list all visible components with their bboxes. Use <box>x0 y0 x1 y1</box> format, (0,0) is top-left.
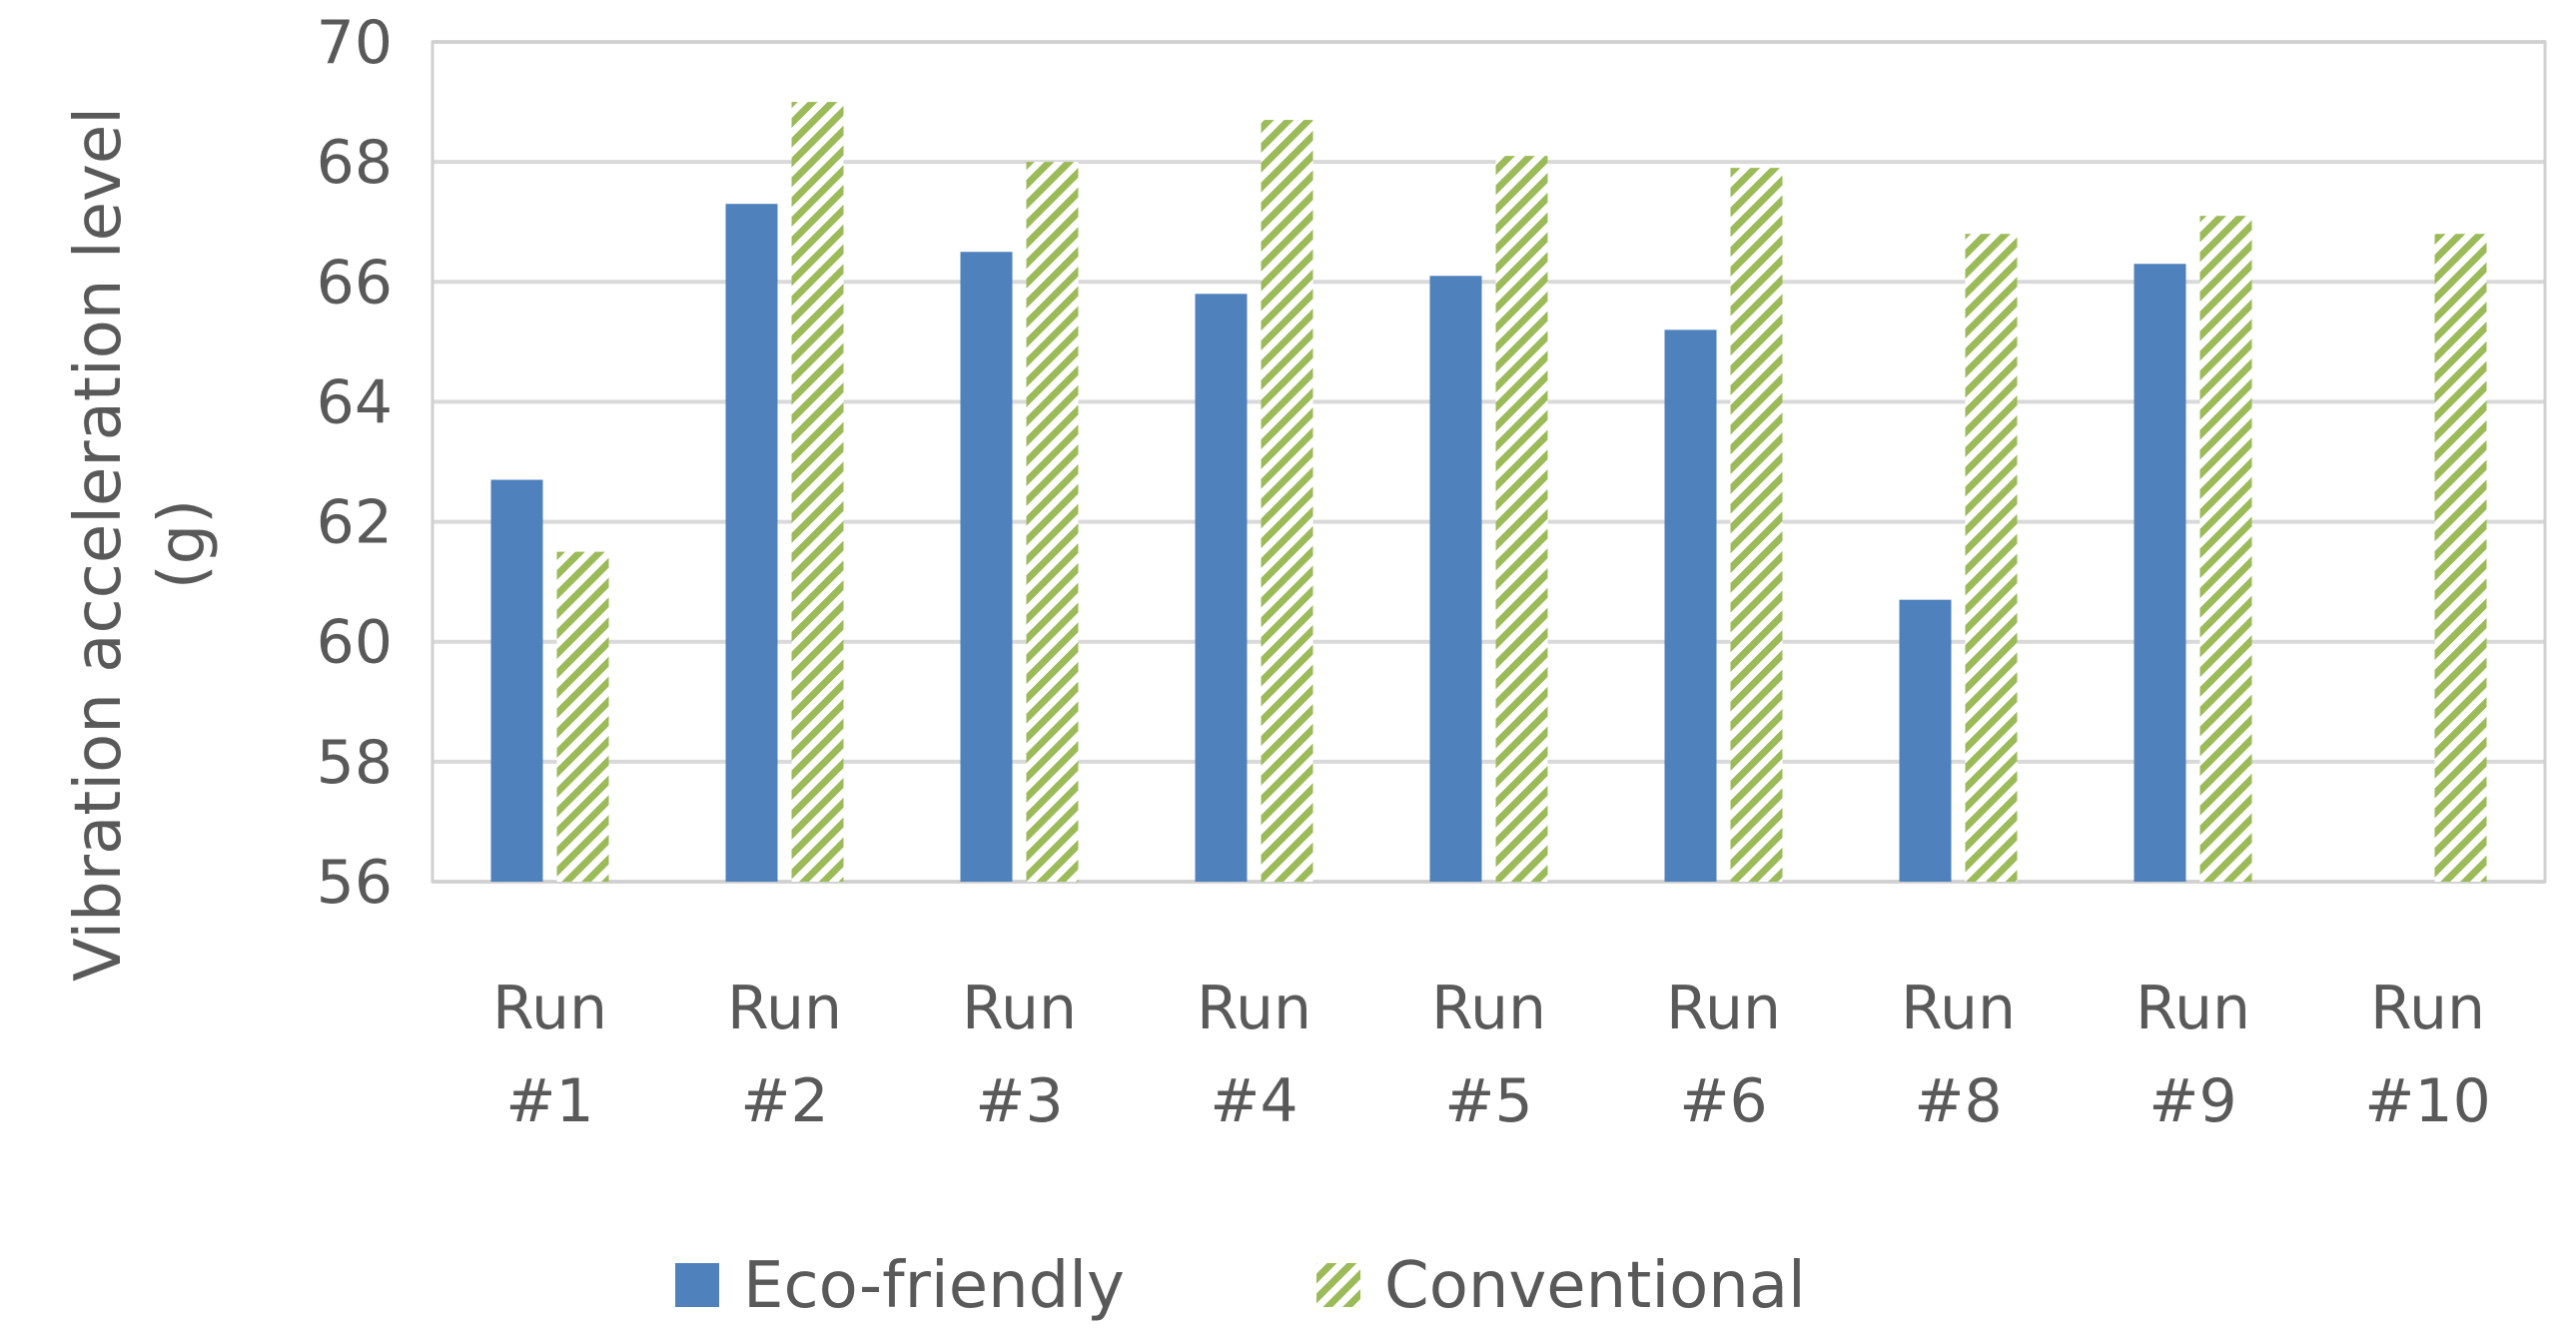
bar-conventional-1 <box>556 551 609 882</box>
legend: Eco-friendly Conventional <box>675 1249 1806 1323</box>
x-category-label: Run #9 <box>2136 974 2250 1136</box>
bar-conventional-3 <box>1026 162 1079 883</box>
plot-area-border <box>430 40 2547 884</box>
bar-conventional-9 <box>2434 234 2487 882</box>
bar-eco-friendly-7 <box>1899 599 1952 882</box>
y-tick-label: 58 <box>317 728 393 798</box>
y-tick-label: 68 <box>317 128 393 198</box>
bar-conventional-2 <box>791 102 844 883</box>
x-category-label: Run #5 <box>1431 974 1546 1136</box>
y-tick-label: 64 <box>317 367 393 437</box>
bar-conventional-7 <box>1965 234 2018 882</box>
y-axis-ticks: 56 58 60 62 64 66 68 70 <box>317 8 393 918</box>
bar-eco-friendly-6 <box>1664 330 1717 882</box>
y-tick-label: 60 <box>317 608 393 678</box>
x-category-label: Run #1 <box>492 974 607 1136</box>
legend-label-2: Conventional <box>1384 1249 1806 1323</box>
bar-conventional-8 <box>2199 216 2252 882</box>
bar-eco-friendly-5 <box>1429 276 1482 882</box>
bar-eco-friendly-3 <box>960 252 1013 882</box>
legend-label-1: Eco-friendly <box>743 1249 1125 1323</box>
x-category-label: Run #4 <box>1197 974 1311 1136</box>
x-category-label: Run #3 <box>962 974 1077 1136</box>
legend-swatch-2 <box>1316 1263 1360 1307</box>
bar-conventional-5 <box>1495 156 1548 882</box>
bars <box>490 102 2487 883</box>
legend-swatch-1 <box>675 1263 719 1307</box>
bar-eco-friendly-2 <box>725 204 778 882</box>
x-category-label: Run #10 <box>2364 974 2491 1136</box>
y-tick-label: 62 <box>317 488 393 558</box>
bar-eco-friendly-8 <box>2134 264 2186 882</box>
y-tick-label: 56 <box>317 848 393 918</box>
x-axis-categories: Run #1 Run #2 Run #3 Run #4 Run #5 Run #6 Run #8 Run #9… <box>492 974 2491 1136</box>
bar-conventional-4 <box>1261 120 1313 883</box>
y-tick-label: 70 <box>317 8 393 78</box>
y-axis-title: Vibration acceleration level (g) <box>62 107 220 982</box>
bar-conventional-6 <box>1730 168 1783 882</box>
y-tick-label: 66 <box>317 248 393 318</box>
x-category-label: Run #6 <box>1666 974 1781 1136</box>
x-category-label: Run #2 <box>727 974 842 1136</box>
bar-eco-friendly-1 <box>490 479 543 882</box>
x-category-label: Run #8 <box>1901 974 2016 1136</box>
bar-eco-friendly-4 <box>1195 294 1248 882</box>
gridlines <box>432 40 2545 884</box>
